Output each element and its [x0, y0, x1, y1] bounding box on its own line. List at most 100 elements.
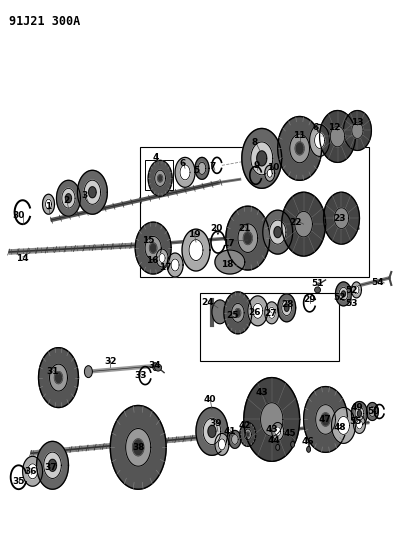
Polygon shape: [323, 192, 359, 244]
Text: 39: 39: [210, 419, 222, 428]
Ellipse shape: [291, 441, 295, 447]
Polygon shape: [43, 194, 54, 214]
Polygon shape: [39, 348, 78, 408]
Text: 14: 14: [16, 254, 29, 263]
Polygon shape: [331, 408, 355, 443]
Polygon shape: [56, 180, 80, 216]
Polygon shape: [265, 302, 279, 324]
Polygon shape: [148, 160, 172, 196]
Polygon shape: [282, 192, 325, 256]
Text: 7: 7: [210, 162, 216, 171]
Polygon shape: [314, 133, 325, 148]
Polygon shape: [246, 432, 249, 437]
Polygon shape: [366, 402, 378, 421]
Text: 50: 50: [367, 407, 379, 416]
Polygon shape: [351, 401, 367, 425]
Polygon shape: [355, 407, 364, 420]
Polygon shape: [208, 425, 216, 438]
Polygon shape: [235, 309, 241, 317]
Polygon shape: [272, 423, 284, 440]
Polygon shape: [182, 229, 210, 271]
Polygon shape: [251, 142, 273, 175]
Polygon shape: [195, 157, 209, 179]
Polygon shape: [369, 407, 375, 416]
Polygon shape: [155, 170, 165, 187]
Text: 41: 41: [223, 427, 236, 436]
Polygon shape: [295, 142, 304, 155]
Text: 21: 21: [239, 224, 251, 232]
Text: 17: 17: [221, 239, 234, 248]
Polygon shape: [321, 413, 330, 426]
Bar: [200, 293, 340, 361]
Polygon shape: [198, 163, 206, 174]
Polygon shape: [278, 117, 322, 180]
Polygon shape: [342, 291, 346, 297]
Text: 19: 19: [188, 230, 200, 239]
Text: 28: 28: [281, 301, 294, 309]
Text: 25: 25: [227, 311, 239, 320]
Polygon shape: [226, 206, 270, 270]
Polygon shape: [295, 212, 312, 237]
Polygon shape: [265, 165, 275, 181]
Polygon shape: [357, 410, 361, 416]
Polygon shape: [232, 434, 238, 445]
Polygon shape: [242, 128, 282, 188]
Text: 13: 13: [351, 118, 364, 127]
Polygon shape: [304, 386, 348, 453]
Polygon shape: [203, 418, 221, 445]
Polygon shape: [156, 249, 168, 267]
Text: 3: 3: [81, 191, 87, 200]
Text: 20: 20: [211, 224, 223, 232]
Polygon shape: [28, 464, 37, 479]
Polygon shape: [253, 303, 263, 318]
Bar: [140, 148, 370, 277]
Text: 54: 54: [371, 278, 384, 287]
Polygon shape: [44, 452, 61, 479]
Polygon shape: [54, 372, 63, 384]
Polygon shape: [243, 232, 252, 245]
Text: 49: 49: [351, 403, 364, 412]
Text: 23: 23: [333, 214, 346, 223]
Polygon shape: [269, 220, 286, 244]
Polygon shape: [218, 439, 225, 450]
Text: 55: 55: [349, 417, 362, 426]
Polygon shape: [354, 286, 359, 294]
Polygon shape: [248, 296, 268, 326]
Text: 15: 15: [142, 236, 154, 245]
Polygon shape: [330, 126, 345, 147]
Polygon shape: [278, 294, 296, 322]
Polygon shape: [229, 431, 241, 448]
Text: 27: 27: [264, 309, 277, 318]
Polygon shape: [352, 123, 363, 139]
Text: 6: 6: [312, 123, 319, 132]
Polygon shape: [274, 227, 281, 238]
Text: 34: 34: [149, 361, 162, 370]
Text: 43: 43: [255, 388, 268, 397]
Polygon shape: [353, 416, 365, 433]
Text: 29: 29: [303, 295, 316, 304]
Text: 91J21 300A: 91J21 300A: [9, 15, 80, 28]
Polygon shape: [48, 459, 56, 471]
Ellipse shape: [152, 362, 158, 370]
Ellipse shape: [276, 445, 280, 450]
Polygon shape: [320, 110, 355, 163]
Polygon shape: [310, 125, 329, 156]
Text: 52: 52: [345, 286, 358, 295]
Text: 4: 4: [153, 153, 159, 162]
Polygon shape: [290, 134, 310, 163]
Ellipse shape: [212, 300, 228, 324]
Text: 40: 40: [204, 395, 216, 404]
Polygon shape: [215, 433, 229, 455]
Text: 35: 35: [12, 477, 25, 486]
Text: 48: 48: [333, 423, 346, 432]
Text: 51: 51: [311, 279, 324, 288]
Text: 31: 31: [46, 367, 59, 376]
Text: 16: 16: [146, 255, 158, 264]
Polygon shape: [46, 199, 52, 209]
Text: 22: 22: [290, 217, 302, 227]
Polygon shape: [240, 423, 256, 446]
Text: 45: 45: [283, 429, 296, 438]
Text: 1: 1: [45, 201, 52, 211]
Polygon shape: [257, 151, 267, 166]
Polygon shape: [335, 208, 349, 229]
